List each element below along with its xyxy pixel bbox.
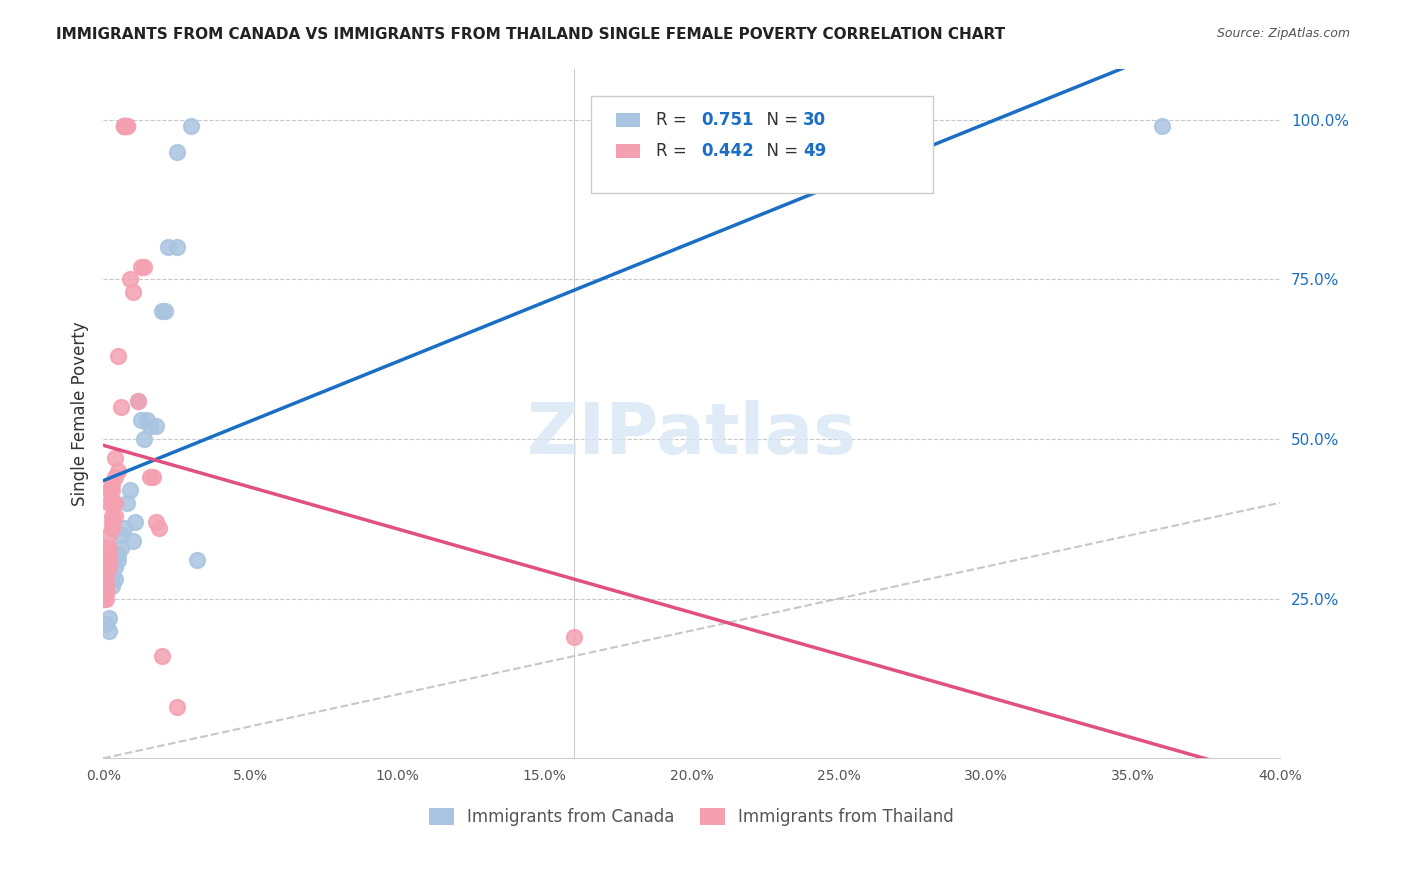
Point xyxy=(166,145,188,159)
Point xyxy=(98,624,121,638)
Text: N =: N = xyxy=(756,143,803,161)
Point xyxy=(136,413,159,427)
Point xyxy=(101,579,124,593)
Point xyxy=(101,508,124,523)
Point xyxy=(156,240,179,254)
Point xyxy=(98,553,121,567)
FancyBboxPatch shape xyxy=(616,145,640,158)
Point xyxy=(107,349,129,363)
Point xyxy=(94,585,117,599)
Point xyxy=(110,400,132,414)
Point xyxy=(180,119,202,133)
Text: Source: ZipAtlas.com: Source: ZipAtlas.com xyxy=(1216,27,1350,40)
Text: 30: 30 xyxy=(803,112,827,129)
Y-axis label: Single Female Poverty: Single Female Poverty xyxy=(72,321,89,506)
Point xyxy=(150,304,173,318)
Point xyxy=(139,470,162,484)
Point xyxy=(134,432,156,446)
Text: R =: R = xyxy=(657,112,692,129)
Point xyxy=(98,496,121,510)
Point xyxy=(115,119,138,133)
Point xyxy=(101,521,124,535)
Point xyxy=(98,541,121,555)
Text: IMMIGRANTS FROM CANADA VS IMMIGRANTS FROM THAILAND SINGLE FEMALE POVERTY CORRELA: IMMIGRANTS FROM CANADA VS IMMIGRANTS FRO… xyxy=(56,27,1005,42)
Point xyxy=(104,508,127,523)
Legend: Immigrants from Canada, Immigrants from Thailand: Immigrants from Canada, Immigrants from … xyxy=(422,801,960,833)
Point xyxy=(134,260,156,274)
Text: 0.751: 0.751 xyxy=(700,112,754,129)
Point xyxy=(104,559,127,574)
Point xyxy=(127,393,149,408)
Point xyxy=(1150,119,1173,133)
Point xyxy=(94,573,117,587)
Point xyxy=(104,451,127,466)
Point xyxy=(98,483,121,497)
Point xyxy=(131,260,153,274)
Point xyxy=(94,566,117,580)
Point xyxy=(110,528,132,542)
Point xyxy=(115,119,138,133)
Point xyxy=(112,119,135,133)
Point xyxy=(94,591,117,606)
Point xyxy=(121,285,143,299)
Text: R =: R = xyxy=(657,143,692,161)
Text: N =: N = xyxy=(756,112,803,129)
Point xyxy=(150,649,173,664)
Point xyxy=(101,573,124,587)
Point xyxy=(186,553,208,567)
Point xyxy=(107,553,129,567)
Point xyxy=(94,547,117,561)
Text: ZIPatlas: ZIPatlas xyxy=(526,400,856,468)
Point xyxy=(107,464,129,478)
Point xyxy=(112,119,135,133)
Point xyxy=(101,483,124,497)
Point xyxy=(148,521,170,535)
Point xyxy=(101,476,124,491)
Point xyxy=(104,573,127,587)
Point xyxy=(131,413,153,427)
Point xyxy=(94,617,117,632)
Point xyxy=(107,547,129,561)
Point xyxy=(98,547,121,561)
Point xyxy=(104,470,127,484)
Point xyxy=(98,559,121,574)
FancyBboxPatch shape xyxy=(616,113,640,128)
Point xyxy=(94,541,117,555)
Point xyxy=(121,534,143,549)
Point xyxy=(104,496,127,510)
Point xyxy=(118,272,141,286)
Point xyxy=(112,521,135,535)
Point xyxy=(112,119,135,133)
Point xyxy=(110,541,132,555)
Point xyxy=(115,496,138,510)
Point xyxy=(153,304,176,318)
Point xyxy=(166,700,188,714)
Point xyxy=(112,119,135,133)
Point xyxy=(91,591,114,606)
Point xyxy=(166,240,188,254)
Point xyxy=(94,585,117,599)
Point xyxy=(124,515,146,529)
Point xyxy=(562,630,585,644)
Point xyxy=(142,470,165,484)
Point xyxy=(118,483,141,497)
Point xyxy=(145,515,167,529)
Point xyxy=(91,591,114,606)
FancyBboxPatch shape xyxy=(592,96,932,193)
Text: 49: 49 xyxy=(803,143,827,161)
Point xyxy=(94,579,117,593)
Point xyxy=(98,611,121,625)
Point xyxy=(145,419,167,434)
Point xyxy=(101,515,124,529)
Point xyxy=(127,393,149,408)
Point xyxy=(112,119,135,133)
Point xyxy=(139,419,162,434)
Point xyxy=(101,496,124,510)
Point xyxy=(98,528,121,542)
Text: 0.442: 0.442 xyxy=(700,143,754,161)
